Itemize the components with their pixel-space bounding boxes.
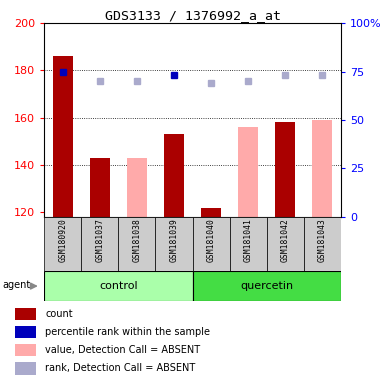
Text: rank, Detection Call = ABSENT: rank, Detection Call = ABSENT	[45, 363, 195, 373]
Text: GSM181041: GSM181041	[244, 218, 253, 262]
Bar	[81, 217, 119, 271]
Bar	[15, 362, 36, 374]
Bar	[164, 134, 184, 217]
Bar	[267, 217, 304, 271]
Text: quercetin: quercetin	[240, 281, 293, 291]
Bar	[238, 127, 258, 217]
Text: GSM181039: GSM181039	[169, 218, 179, 262]
Text: control: control	[99, 281, 138, 291]
Text: GSM181038: GSM181038	[132, 218, 141, 262]
Bar	[192, 217, 229, 271]
Bar	[15, 308, 36, 320]
Bar	[229, 217, 266, 271]
Bar	[90, 158, 110, 217]
Bar	[53, 56, 73, 217]
Text: percentile rank within the sample: percentile rank within the sample	[45, 327, 210, 337]
Bar	[201, 207, 221, 217]
Bar	[44, 271, 192, 301]
Bar	[15, 344, 36, 356]
Text: GSM180920: GSM180920	[58, 218, 67, 262]
Text: GSM181040: GSM181040	[206, 218, 216, 262]
Text: GSM181037: GSM181037	[95, 218, 104, 262]
Bar	[275, 122, 295, 217]
Text: value, Detection Call = ABSENT: value, Detection Call = ABSENT	[45, 345, 200, 355]
Bar	[312, 120, 332, 217]
Bar	[119, 217, 156, 271]
Text: count: count	[45, 309, 73, 319]
Text: GSM181043: GSM181043	[318, 218, 327, 262]
Bar	[156, 217, 192, 271]
Bar	[127, 158, 147, 217]
Bar	[192, 271, 341, 301]
Bar	[15, 326, 36, 338]
Text: agent: agent	[2, 280, 30, 290]
Bar	[304, 217, 341, 271]
Title: GDS3133 / 1376992_a_at: GDS3133 / 1376992_a_at	[104, 9, 281, 22]
Text: GSM181042: GSM181042	[281, 218, 290, 262]
Bar	[44, 217, 81, 271]
